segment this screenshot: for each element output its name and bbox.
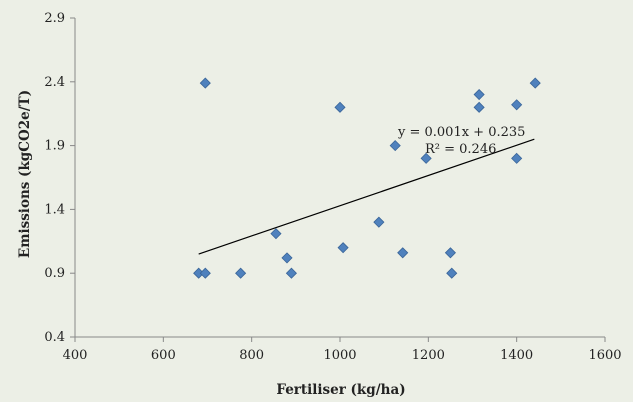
data-point xyxy=(473,101,485,113)
y-tick-label: 1.4 xyxy=(44,202,65,217)
data-point xyxy=(446,267,458,279)
labels-group: Fertiliser (kg/ha) Emissions (kgCO2e/T) … xyxy=(17,90,525,398)
x-tick-label: 1000 xyxy=(323,348,356,363)
x-tick-label: 800 xyxy=(239,348,264,363)
data-point xyxy=(397,247,409,259)
data-point xyxy=(337,242,349,254)
y-tick-label: 0.4 xyxy=(44,330,65,345)
data-point xyxy=(511,99,523,111)
data-point xyxy=(334,101,346,113)
data-point xyxy=(270,228,282,240)
y-axis-title: Emissions (kgCO2e/T) xyxy=(17,90,33,258)
x-tick-label: 600 xyxy=(151,348,176,363)
data-point xyxy=(281,252,293,264)
data-point xyxy=(420,152,432,164)
axes: 0.4 0.9 1.4 1.9 2.4 2.9 400 600 800 1000 1200 1400 1… xyxy=(44,11,621,363)
y-tick-label: 0.9 xyxy=(44,266,65,281)
data-point xyxy=(199,77,211,89)
data-point xyxy=(389,140,401,152)
trendline xyxy=(198,138,535,255)
data-point xyxy=(235,267,247,279)
y-tick-label: 1.9 xyxy=(44,139,65,154)
y-tick-label: 2.4 xyxy=(44,75,65,90)
data-point xyxy=(444,247,456,259)
r-squared-label: R² = 0.246 xyxy=(425,142,496,157)
data-point xyxy=(473,88,485,101)
x-tick-label: 1400 xyxy=(500,348,533,363)
x-tick-label: 1600 xyxy=(588,348,621,363)
data-points xyxy=(193,77,541,279)
data-point xyxy=(285,267,297,279)
trendline-group xyxy=(198,138,535,255)
x-axis-title: Fertiliser (kg/ha) xyxy=(276,382,405,398)
x-tick-label: 400 xyxy=(63,348,88,363)
data-point xyxy=(199,267,211,279)
data-point xyxy=(511,152,523,164)
x-tick-label: 1200 xyxy=(412,348,445,363)
trendline-equation: y = 0.001x + 0.235 xyxy=(397,125,525,140)
data-point xyxy=(373,216,385,228)
y-tick-label: 2.9 xyxy=(44,11,65,26)
data-point xyxy=(529,77,541,89)
